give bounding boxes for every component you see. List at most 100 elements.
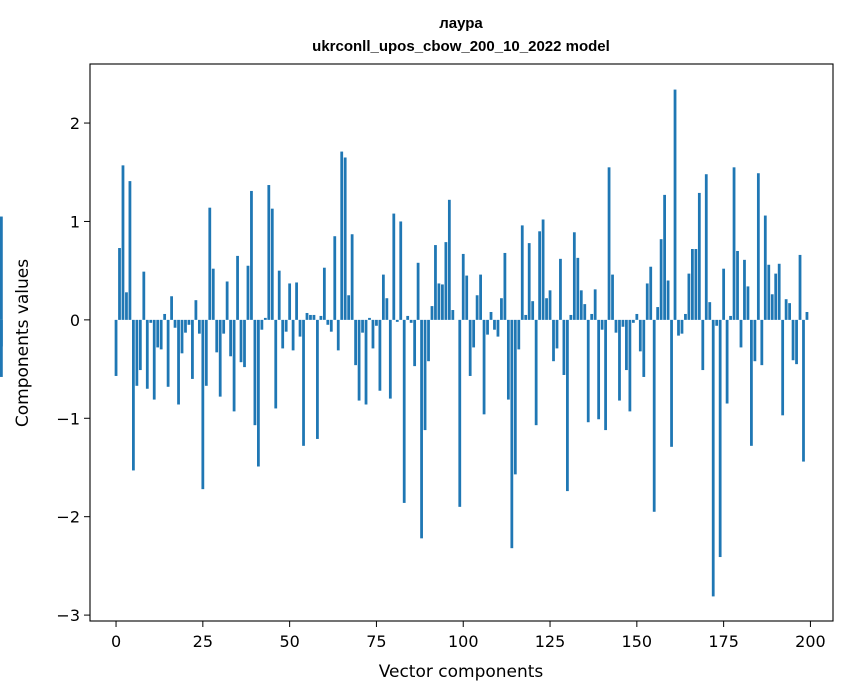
bar-99 (458, 319, 462, 507)
x-axis-label: Vector components (379, 662, 544, 682)
bar-17 (173, 319, 177, 328)
bar-167 (694, 249, 698, 320)
bar-7 (138, 319, 142, 371)
bar-34 (232, 319, 236, 412)
chart-subtitle: ukrconll_upos_cbow_200_10_2022 model (312, 38, 610, 55)
bar-11 (152, 319, 156, 400)
bar-178 (732, 167, 736, 320)
bar-67 (347, 295, 351, 320)
x-tick-label: 125 (535, 632, 566, 651)
bar-59 (319, 315, 323, 320)
bar-171 (708, 302, 712, 320)
bar-50 (288, 283, 292, 320)
bar-93 (437, 283, 441, 320)
bar-86 (413, 319, 417, 367)
bar-72 (364, 319, 368, 405)
bar-12 (156, 319, 160, 348)
bar-129 (562, 319, 566, 375)
bar-81 (395, 319, 399, 322)
bar-36 (239, 319, 243, 363)
bar-168 (697, 192, 701, 320)
bar-181 (743, 259, 746, 320)
bar-150 (635, 313, 639, 320)
y-tick-label: −1 (56, 409, 80, 428)
bar-8 (142, 271, 146, 320)
x-tick-label: 75 (366, 632, 386, 651)
bar-90 (427, 319, 430, 362)
bar-42 (260, 319, 264, 330)
bar-117 (520, 225, 524, 320)
bar-25 (201, 319, 205, 490)
bar-57 (312, 314, 316, 320)
bar-53 (298, 319, 302, 337)
bar-144 (614, 319, 618, 333)
bar-96 (447, 199, 451, 320)
y-tick-label: 1 (70, 212, 80, 231)
bar-154 (649, 266, 653, 320)
bar-40 (253, 319, 257, 426)
bar-197 (798, 254, 802, 320)
bar-152 (642, 319, 646, 377)
bar-30 (218, 319, 222, 397)
bar-61 (326, 319, 330, 325)
bar-182 (746, 286, 750, 320)
bar-174 (718, 319, 722, 558)
bar-146 (621, 319, 625, 327)
bar-172 (711, 319, 715, 597)
bar-39 (250, 190, 253, 320)
bar-100 (461, 253, 465, 320)
bar-170 (704, 174, 708, 320)
y-axis-ticks: −3 −2 −1 0 1 2 (56, 114, 90, 625)
bar-74 (371, 319, 375, 349)
bar-3 (125, 292, 128, 320)
bar-179 (736, 250, 739, 320)
bar-69 (354, 319, 357, 366)
bar-185 (756, 173, 760, 320)
bar-112 (503, 252, 507, 320)
bar-104 (475, 295, 479, 320)
bar-43 (263, 317, 267, 320)
bar-46 (274, 319, 278, 409)
bar-111 (500, 298, 503, 320)
bar-80 (392, 213, 396, 320)
bar-27 (208, 207, 212, 320)
x-tick-label: 0 (111, 632, 121, 651)
bar-undefined (0, 319, 3, 377)
bar-undefined (0, 216, 3, 320)
bar-128 (559, 258, 562, 320)
bar-193 (784, 299, 788, 320)
bar-84 (406, 315, 410, 320)
bar-83 (402, 319, 406, 503)
bar-26 (204, 319, 208, 386)
bar-58 (316, 319, 319, 439)
bar-116 (517, 319, 521, 350)
bar-97 (451, 310, 455, 320)
bar-75 (375, 319, 378, 326)
bar-89 (423, 319, 427, 431)
bar-16 (170, 296, 173, 320)
bar-55 (305, 312, 309, 320)
bar-92 (434, 245, 437, 320)
bar-169 (701, 319, 705, 371)
bar-41 (257, 319, 260, 467)
bar-184 (753, 319, 757, 362)
bar-64 (336, 319, 340, 351)
bar-105 (479, 274, 482, 320)
bar-165 (687, 273, 691, 320)
bar-78 (385, 298, 389, 320)
bar-180 (739, 319, 743, 348)
bar-131 (569, 314, 573, 320)
bar-161 (673, 89, 677, 320)
bar-156 (656, 307, 660, 320)
bar-177 (729, 315, 732, 320)
bar-195 (791, 319, 795, 361)
bar-149 (631, 319, 635, 323)
bar-125 (548, 290, 552, 320)
y-tick-label: −2 (56, 508, 80, 527)
bar-71 (361, 319, 364, 333)
bar-127 (555, 319, 559, 349)
bar-60 (322, 267, 326, 320)
y-axis-label: Components values (13, 259, 33, 427)
bar-187 (763, 215, 767, 320)
bar-126 (552, 319, 555, 362)
